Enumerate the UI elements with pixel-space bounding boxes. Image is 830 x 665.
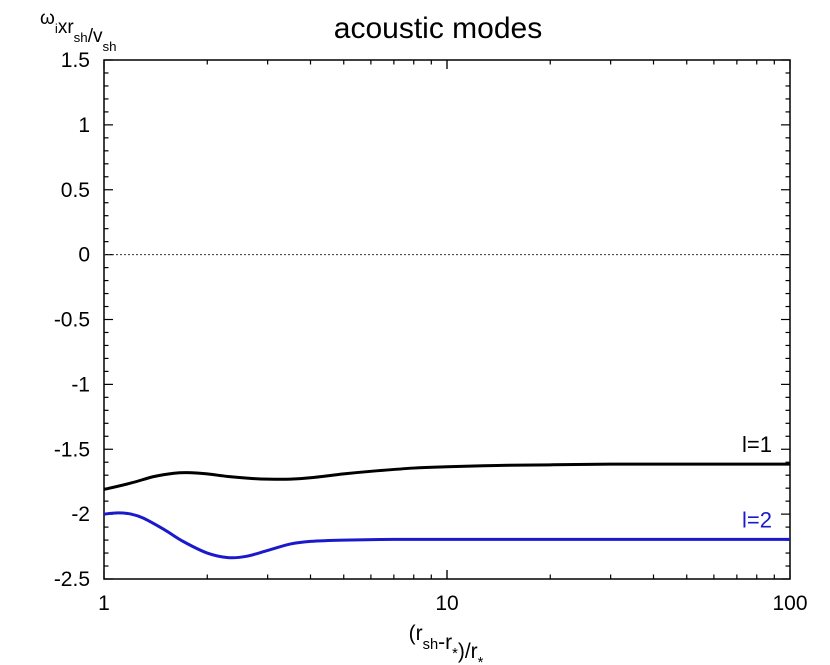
y-tick-label: -2.5 [54, 568, 90, 591]
y-tick-label: -0.5 [54, 309, 90, 332]
series-label-l=2: l=2 [742, 507, 772, 532]
xlabel-part: -r [438, 631, 452, 654]
plot-frame [103, 59, 791, 580]
x-tick-label: 10 [435, 592, 458, 615]
ylabel-subscript: sh [74, 30, 88, 45]
ylabel-subscript: i [55, 21, 58, 36]
series-line-l=2 [103, 511, 790, 560]
series-line-l=1 [103, 462, 790, 491]
y-tick-label: 0.5 [61, 179, 90, 202]
y-tick-label: -2 [71, 503, 90, 526]
xlabel-part: (r [409, 622, 423, 645]
ylabel-part: ω [40, 8, 55, 29]
x-axis-label: (rsh-r*)/r* [409, 622, 484, 665]
y-axis-label: ωixrsh/vsh [40, 8, 117, 54]
y-tick-label: -1.5 [54, 438, 90, 461]
xlabel-subscript: * [452, 646, 458, 662]
plot-area: -2.5 -2 -1.5 -1 -0.5 0 0.5 1 1.5 1 10 100 l=1 l=2 [54, 49, 808, 615]
ylabel-part: /v [88, 26, 103, 47]
xlabel-part: )/r [458, 640, 478, 663]
y-tick-label: -1 [71, 373, 90, 396]
xlabel-subscript: sh [423, 637, 439, 653]
series-label-l=1: l=1 [742, 432, 772, 457]
x-tick-label: 1 [98, 592, 110, 615]
y-tick-label: 1.5 [61, 49, 90, 72]
y-tick-label: 0 [78, 244, 90, 267]
ylabel-subscript: sh [102, 39, 116, 54]
chart-title: acoustic modes [334, 12, 542, 45]
x-tick-label: 100 [772, 592, 807, 615]
y-tick-label: 1 [78, 114, 90, 137]
ylabel-part: xr [58, 17, 75, 38]
xlabel-subscript: * [478, 655, 484, 665]
